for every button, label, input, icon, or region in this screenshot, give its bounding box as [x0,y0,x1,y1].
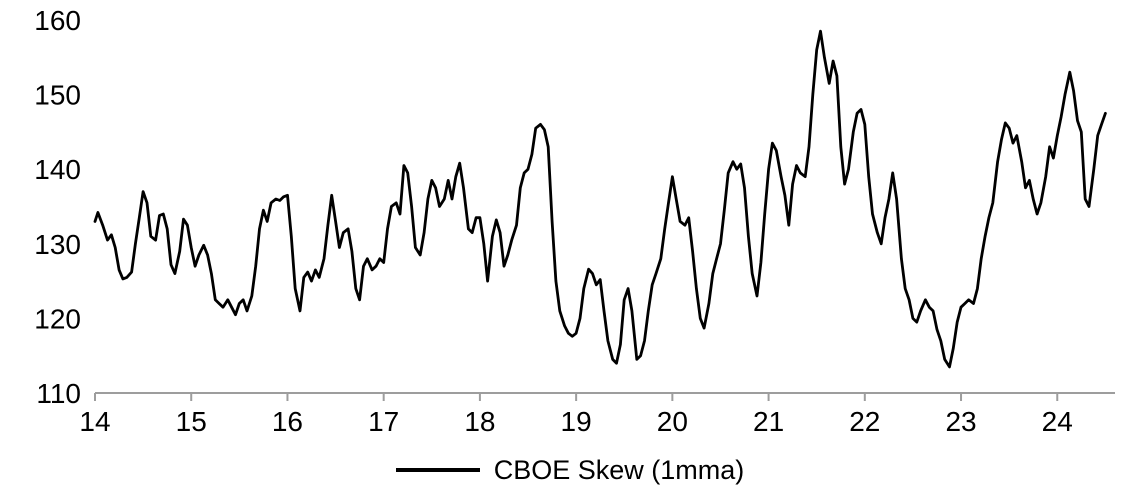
x-tick-label: 17 [368,406,399,437]
x-tick-label: 22 [849,406,880,437]
x-tick-label: 21 [753,406,784,437]
y-tick-label: 110 [36,378,81,409]
y-tick-label: 130 [34,229,81,260]
plot-line [93,29,1107,369]
x-tick-label: 14 [79,406,110,437]
x-tick-label: 20 [657,406,688,437]
y-tick-label: 140 [34,154,81,185]
line-chart: 14 15 16 17 18 19 20 21 22 23 24 110 120 130 140 150 16… [34,5,1115,437]
y-axis-labels: 110 120 130 140 150 160 [34,5,81,409]
x-tick-label: 16 [272,406,303,437]
x-tick-label: 19 [561,406,592,437]
y-tick-label: 150 [34,80,81,111]
x-tick-label: 24 [1042,406,1073,437]
legend-line-swatch [395,468,480,472]
chart-legend: CBOE Skew (1mma) [0,450,1140,490]
y-tick-label: 120 [34,303,81,334]
x-tick-label: 15 [176,406,207,437]
y-tick-label: 160 [34,5,81,36]
legend-label: CBOE Skew (1mma) [493,454,745,485]
x-tick-label: 23 [945,406,976,437]
x-tick-label: 18 [464,406,495,437]
x-axis: 14 15 16 17 18 19 20 21 22 23 24 [79,392,1115,437]
